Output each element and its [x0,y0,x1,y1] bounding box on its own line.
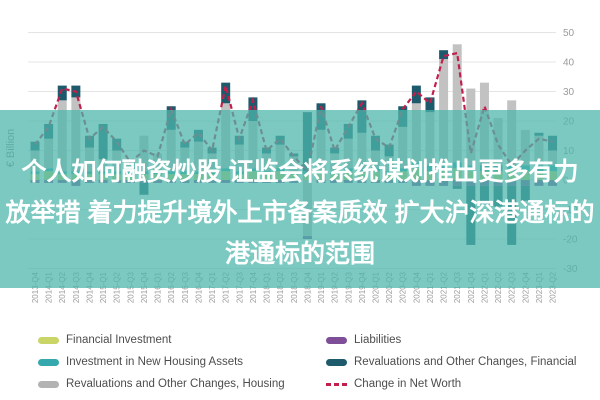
legend-color-swatch [38,336,59,344]
headline-line-1: 个人如何融资炒股 证监会将系统谋划推出更多有力 [21,158,579,186]
headline-overlay-band [0,110,600,288]
legend-label: Liabilities [354,334,402,346]
legend-label: Investment in New Housing Assets [66,356,244,368]
legend-color-swatch [38,380,59,388]
headline-line-2: 放举措 着力提升境外上市备案质效 扩大沪深港通标的 [5,199,595,227]
legend-column-1: Financial Investment Investment in New Ho… [38,333,320,391]
legend-label: Financial Investment [66,334,172,346]
legend-item: Financial Investment [38,333,320,347]
headline-line-3: 港通标的范围 [224,240,375,268]
svg-text:50: 50 [563,28,575,39]
legend-color-swatch [38,358,59,366]
svg-text:40: 40 [563,58,575,69]
legend-item: Revaluations and Other Changes, Housing [38,377,320,391]
chart-legend: Financial Investment Investment in New Ho… [0,333,600,397]
legend-label: Revaluations and Other Changes, Financia… [354,356,577,368]
legend-item: Investment in New Housing Assets [38,355,320,369]
legend-label: Revaluations and Other Changes, Housing [66,378,285,390]
legend-item: Revaluations and Other Changes, Financia… [326,355,576,369]
legend-item: Change in Net Worth [326,377,576,391]
legend-item: Liabilities [326,333,576,347]
legend-label: Change in Net Worth [354,378,462,390]
legend-color-swatch [326,336,347,344]
svg-text:30: 30 [563,87,575,98]
legend-color-swatch [326,358,347,366]
headline-text: 个人如何融资炒股 证监会将系统谋划推出更多有力 放举措 着力提升境外上市备案质效… [0,152,600,275]
legend-column-2: Liabilities Revaluations and Other Change… [326,333,576,391]
legend-dashed-line-swatch [326,382,347,386]
